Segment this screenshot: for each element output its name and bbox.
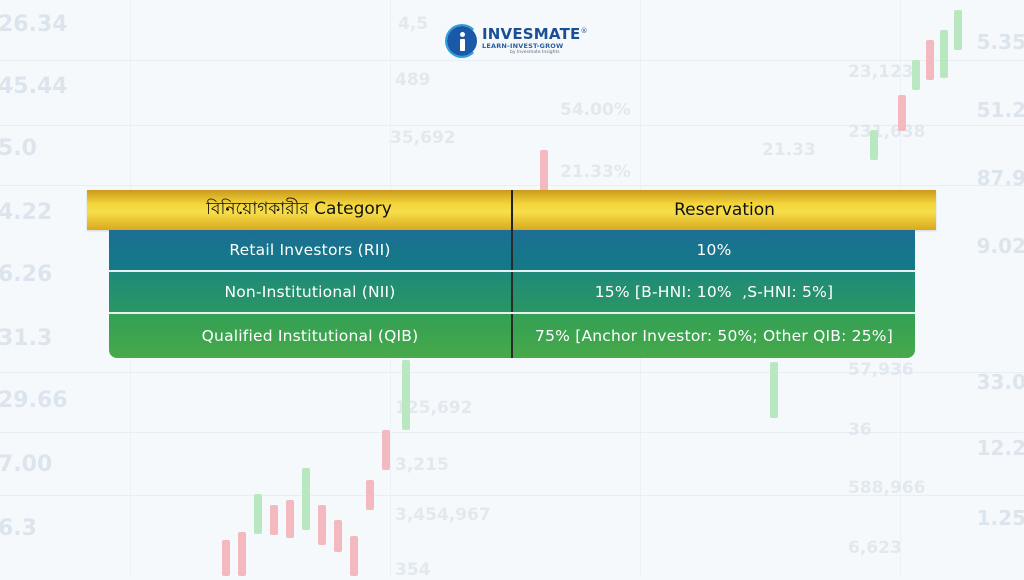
table-row: Non-Institutional (NII) 15% [B-HNI: 10% … [109,272,915,314]
logo-i-icon [445,24,479,58]
candle-decoration [940,30,948,78]
logo-brand: INVESMATE® [482,27,588,42]
bg-number: 45.44 [0,74,68,99]
reservation-cell: 10% [696,241,732,259]
reservation-cell: 15% [B-HNI: 10% ,S-HNI: 5%] [594,283,834,301]
bg-number: 35,692 [390,128,456,148]
bg-number: 354 [395,560,431,580]
candle-decoration [954,10,962,50]
candle-decoration [270,505,278,535]
header-reservation: Reservation [674,200,775,220]
candle-decoration [870,130,878,160]
logo-tagline: LEARN-INVEST-GROW [482,42,564,50]
candle-decoration [402,360,410,430]
bg-number: 4,5 [398,14,429,34]
candle-decoration [318,505,326,545]
candle-decoration [254,494,262,534]
bg-number: 3,215 [395,455,449,475]
bg-number: 125,692 [395,398,473,418]
logo-brand-name: INVESMATE [482,25,581,43]
bg-number: 87.9 [976,166,1024,190]
invesmate-logo[interactable]: INVESMATE® LEARN-INVEST-GROW by Invesmat… [445,24,588,58]
candle-decoration [926,40,934,80]
bg-number: 31.3 [0,326,53,351]
bg-number: 588,966 [848,478,926,498]
bg-number: 6,623 [848,538,902,558]
bg-number: 5.0 [0,136,37,161]
candle-decoration [540,150,548,192]
bg-number: 5.35 [976,30,1024,54]
bg-number: 21.33% [560,162,631,182]
bg-number: 12.2 [976,436,1024,460]
logo-byline: by Invesmate Insights [510,49,560,55]
bg-number: 4.22 [0,200,53,225]
header-category: বিনিয়োগকারীর Category [87,190,513,230]
candle-decoration [238,532,246,576]
bg-number: 3,454,967 [395,505,491,525]
candle-decoration [366,480,374,510]
bg-number: 54.00% [560,100,631,120]
candle-decoration [912,60,920,90]
bg-number: 6.26 [0,262,53,287]
bg-number: 21.33 [762,140,816,160]
candle-decoration [286,500,294,538]
table-header: বিনিয়োগকারীর Category Reservation [87,190,936,230]
candle-decoration [334,520,342,552]
bg-number: 9.02 [976,234,1024,258]
bg-number: 23,123 [848,62,914,82]
category-cell: Qualified Institutional (QIB) [109,314,513,358]
candle-decoration [770,362,778,418]
bg-number: 231,638 [848,122,926,142]
bg-number: 51.2 [976,98,1024,122]
candle-decoration [350,536,358,576]
candle-decoration [382,430,390,470]
table-row: Qualified Institutional (QIB) 75% [Ancho… [109,314,915,358]
bg-number: 1.25 [976,506,1024,530]
candle-decoration [222,540,230,576]
category-cell: Non-Institutional (NII) [109,272,513,312]
bg-number: 26.34 [0,12,68,37]
bg-number: 33.0 [976,370,1024,394]
bg-number: 29.66 [0,388,68,413]
bg-number: 57,936 [848,360,914,380]
candle-decoration [898,95,906,131]
candle-decoration [302,468,310,530]
bg-number: 7.00 [0,452,53,477]
category-cell: Retail Investors (RII) [109,230,513,270]
reservation-cell: 75% [Anchor Investor: 50%; Other QIB: 25… [535,327,893,345]
reservation-table: Retail Investors (RII) 10% Non-Instituti… [109,230,915,358]
table-row: Retail Investors (RII) 10% [109,230,915,272]
bg-number: 489 [395,70,431,90]
bg-number: 36 [848,420,872,440]
bg-number: 6.3 [0,516,37,541]
logo-registered-mark: ® [580,27,588,35]
